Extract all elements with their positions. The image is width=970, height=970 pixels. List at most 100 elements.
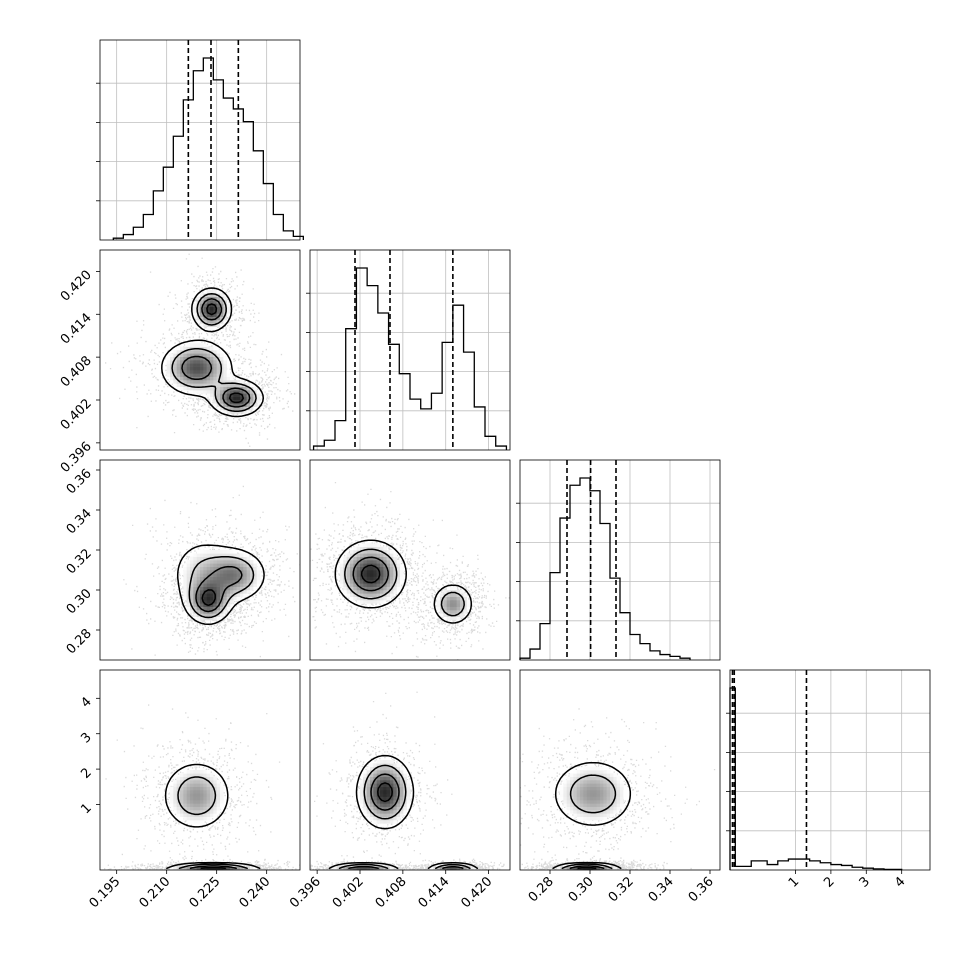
density-cell [206,353,211,357]
density-cell [596,793,601,797]
density-cell [220,800,224,804]
density-cell [376,803,381,807]
density-cell [250,583,254,587]
density-cell [206,300,211,304]
density-cell [403,776,407,781]
density-cell [226,406,231,411]
density-cell [353,566,357,571]
density-cell [370,573,374,577]
x-tick-label: 0.420 [458,874,495,911]
density-cell [470,866,474,870]
density-cell [206,776,211,781]
density-cell [603,770,607,774]
density-cell [366,790,371,794]
density-cell [200,576,204,581]
density-cell [600,790,604,794]
density-cell [373,796,377,801]
density-cell [183,773,187,777]
density-cell [403,770,407,774]
density-cell [570,790,574,794]
density-cell [463,603,467,607]
density-cell [216,583,221,587]
density-cell [590,783,594,787]
density-cell [216,370,221,374]
density-cell [220,320,224,324]
density-cell [210,306,214,311]
density-cell [196,380,201,384]
density-cell [616,790,621,794]
density-cell [583,773,587,777]
density-cell [203,586,207,591]
density-cell [356,576,361,581]
density-cell [253,576,257,581]
density-cell [193,313,197,317]
density-cell [406,786,411,791]
density-cell [366,586,371,591]
density-cell [236,573,241,577]
density-cell [366,810,371,814]
density-cell [246,560,251,564]
density-cell [363,770,367,774]
density-cell [373,820,377,824]
density-cell [376,593,381,597]
density-cell [356,596,361,601]
density-cell [363,560,367,564]
density-cell [190,390,194,394]
density-cell [460,590,464,594]
contour-line [161,287,265,418]
density-cell [456,866,461,870]
density-cell [220,360,224,364]
density-cell [380,820,384,824]
density-cell [376,776,381,781]
density-cell [393,806,397,811]
density-cell [190,773,194,777]
density-cell [206,800,211,804]
density-cell [226,303,231,307]
panel-frame [99,39,301,241]
density-cell [250,586,254,591]
density-cell [196,553,201,557]
pair-content [520,708,716,870]
hist-panel-2 [516,459,721,661]
density-cell [220,380,224,384]
density-cell [210,800,214,804]
density-cell [183,863,187,867]
density-cell [203,380,207,384]
density-cell [220,573,224,577]
density-cell [366,556,371,561]
density-cell [183,593,187,597]
density-cell [236,586,241,591]
density-cell [580,803,584,807]
density-cell [566,863,571,867]
density-cell [200,343,204,347]
density-cell [196,773,201,777]
density-cell [376,583,381,587]
density-cell [170,353,174,357]
x-tick-label: 0.402 [330,874,367,911]
density-cell [590,770,594,774]
density-cell [206,783,211,787]
density-cell [230,866,234,870]
density-cell [186,563,191,567]
density-cell [580,796,584,801]
density-cell [450,606,454,611]
density-cell [186,370,191,374]
density-cell [233,403,237,407]
density-cell [360,800,364,804]
density-cell [600,806,604,811]
density-cell [456,590,461,594]
density-cell [210,353,214,357]
density-cell [193,783,197,787]
density-cell [350,580,354,584]
y-tick-label: 2 [78,765,94,781]
density-cell [340,573,344,577]
density-cell [190,570,194,574]
density-cell [603,806,607,811]
density-cell [203,350,207,354]
density-cell [383,783,387,787]
density-cell [613,776,617,781]
density-cell [583,770,587,774]
density-cell [370,590,374,594]
density-cell [203,550,207,554]
density-cell [366,776,371,781]
